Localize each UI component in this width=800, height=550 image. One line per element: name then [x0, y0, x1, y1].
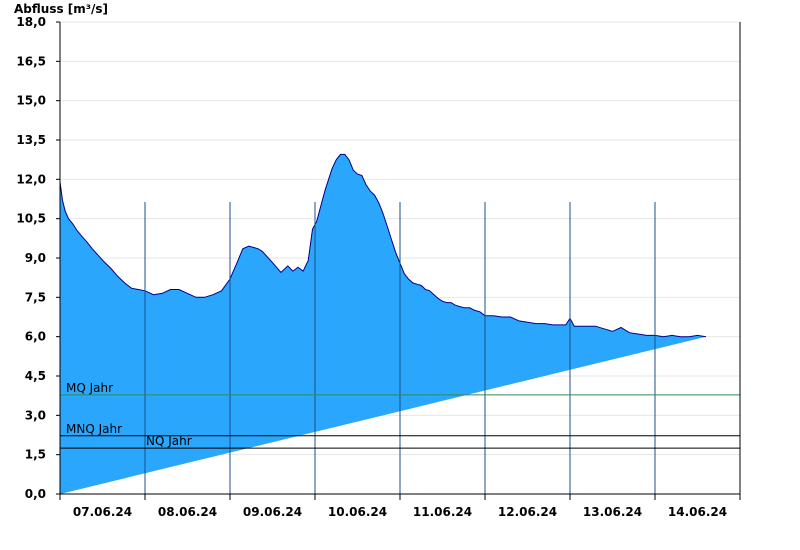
- y-tick-labels: 0,0 1,5 3,0 4,5 6,0 7,5 9,0 10,5 12,0 13,5 15,0 16,…: [16, 15, 60, 501]
- y-tick-label: 12,0: [16, 172, 46, 186]
- reference-line-label: MQ Jahr: [66, 381, 113, 395]
- y-axis-title: Abfluss [m³/s]: [14, 2, 108, 16]
- x-tick-label: 14.06.24: [668, 505, 727, 519]
- x-tick-label: 12.06.24: [498, 505, 557, 519]
- y-tick-label: 18,0: [16, 15, 46, 29]
- y-tick-label: 13,5: [16, 133, 46, 147]
- day-divider-lines: [144, 202, 656, 494]
- y-tick-label: 15,0: [16, 94, 46, 108]
- x-tick-label: 13.06.24: [583, 505, 642, 519]
- x-tick-label: 11.06.24: [413, 505, 472, 519]
- y-tick-label: 0,0: [25, 487, 46, 501]
- reference-lines: MQ Jahr MNQ Jahr NQ Jahr: [60, 381, 740, 449]
- reference-line-label: MNQ Jahr: [66, 422, 122, 436]
- x-tick-labels: 07.06.24 08.06.24 09.06.24 10.06.24 11.06.24…: [59, 494, 741, 519]
- y-tick-label: 1,5: [25, 448, 46, 462]
- reference-line-label: NQ Jahr: [146, 434, 192, 448]
- y-tick-label: 10,5: [16, 212, 46, 226]
- x-tick-label: 10.06.24: [328, 505, 387, 519]
- y-tick-label: 9,0: [25, 251, 46, 265]
- y-tick-label: 7,5: [25, 290, 46, 304]
- x-tick-label: 09.06.24: [243, 505, 302, 519]
- y-tick-label: 16,5: [16, 54, 46, 68]
- discharge-area: [59, 153, 707, 494]
- y-tick-label: 4,5: [25, 369, 46, 383]
- y-tick-label: 6,0: [25, 330, 46, 344]
- y-tick-label: 3,0: [25, 408, 46, 422]
- x-tick-label: 07.06.24: [73, 505, 132, 519]
- x-tick-label: 08.06.24: [158, 505, 217, 519]
